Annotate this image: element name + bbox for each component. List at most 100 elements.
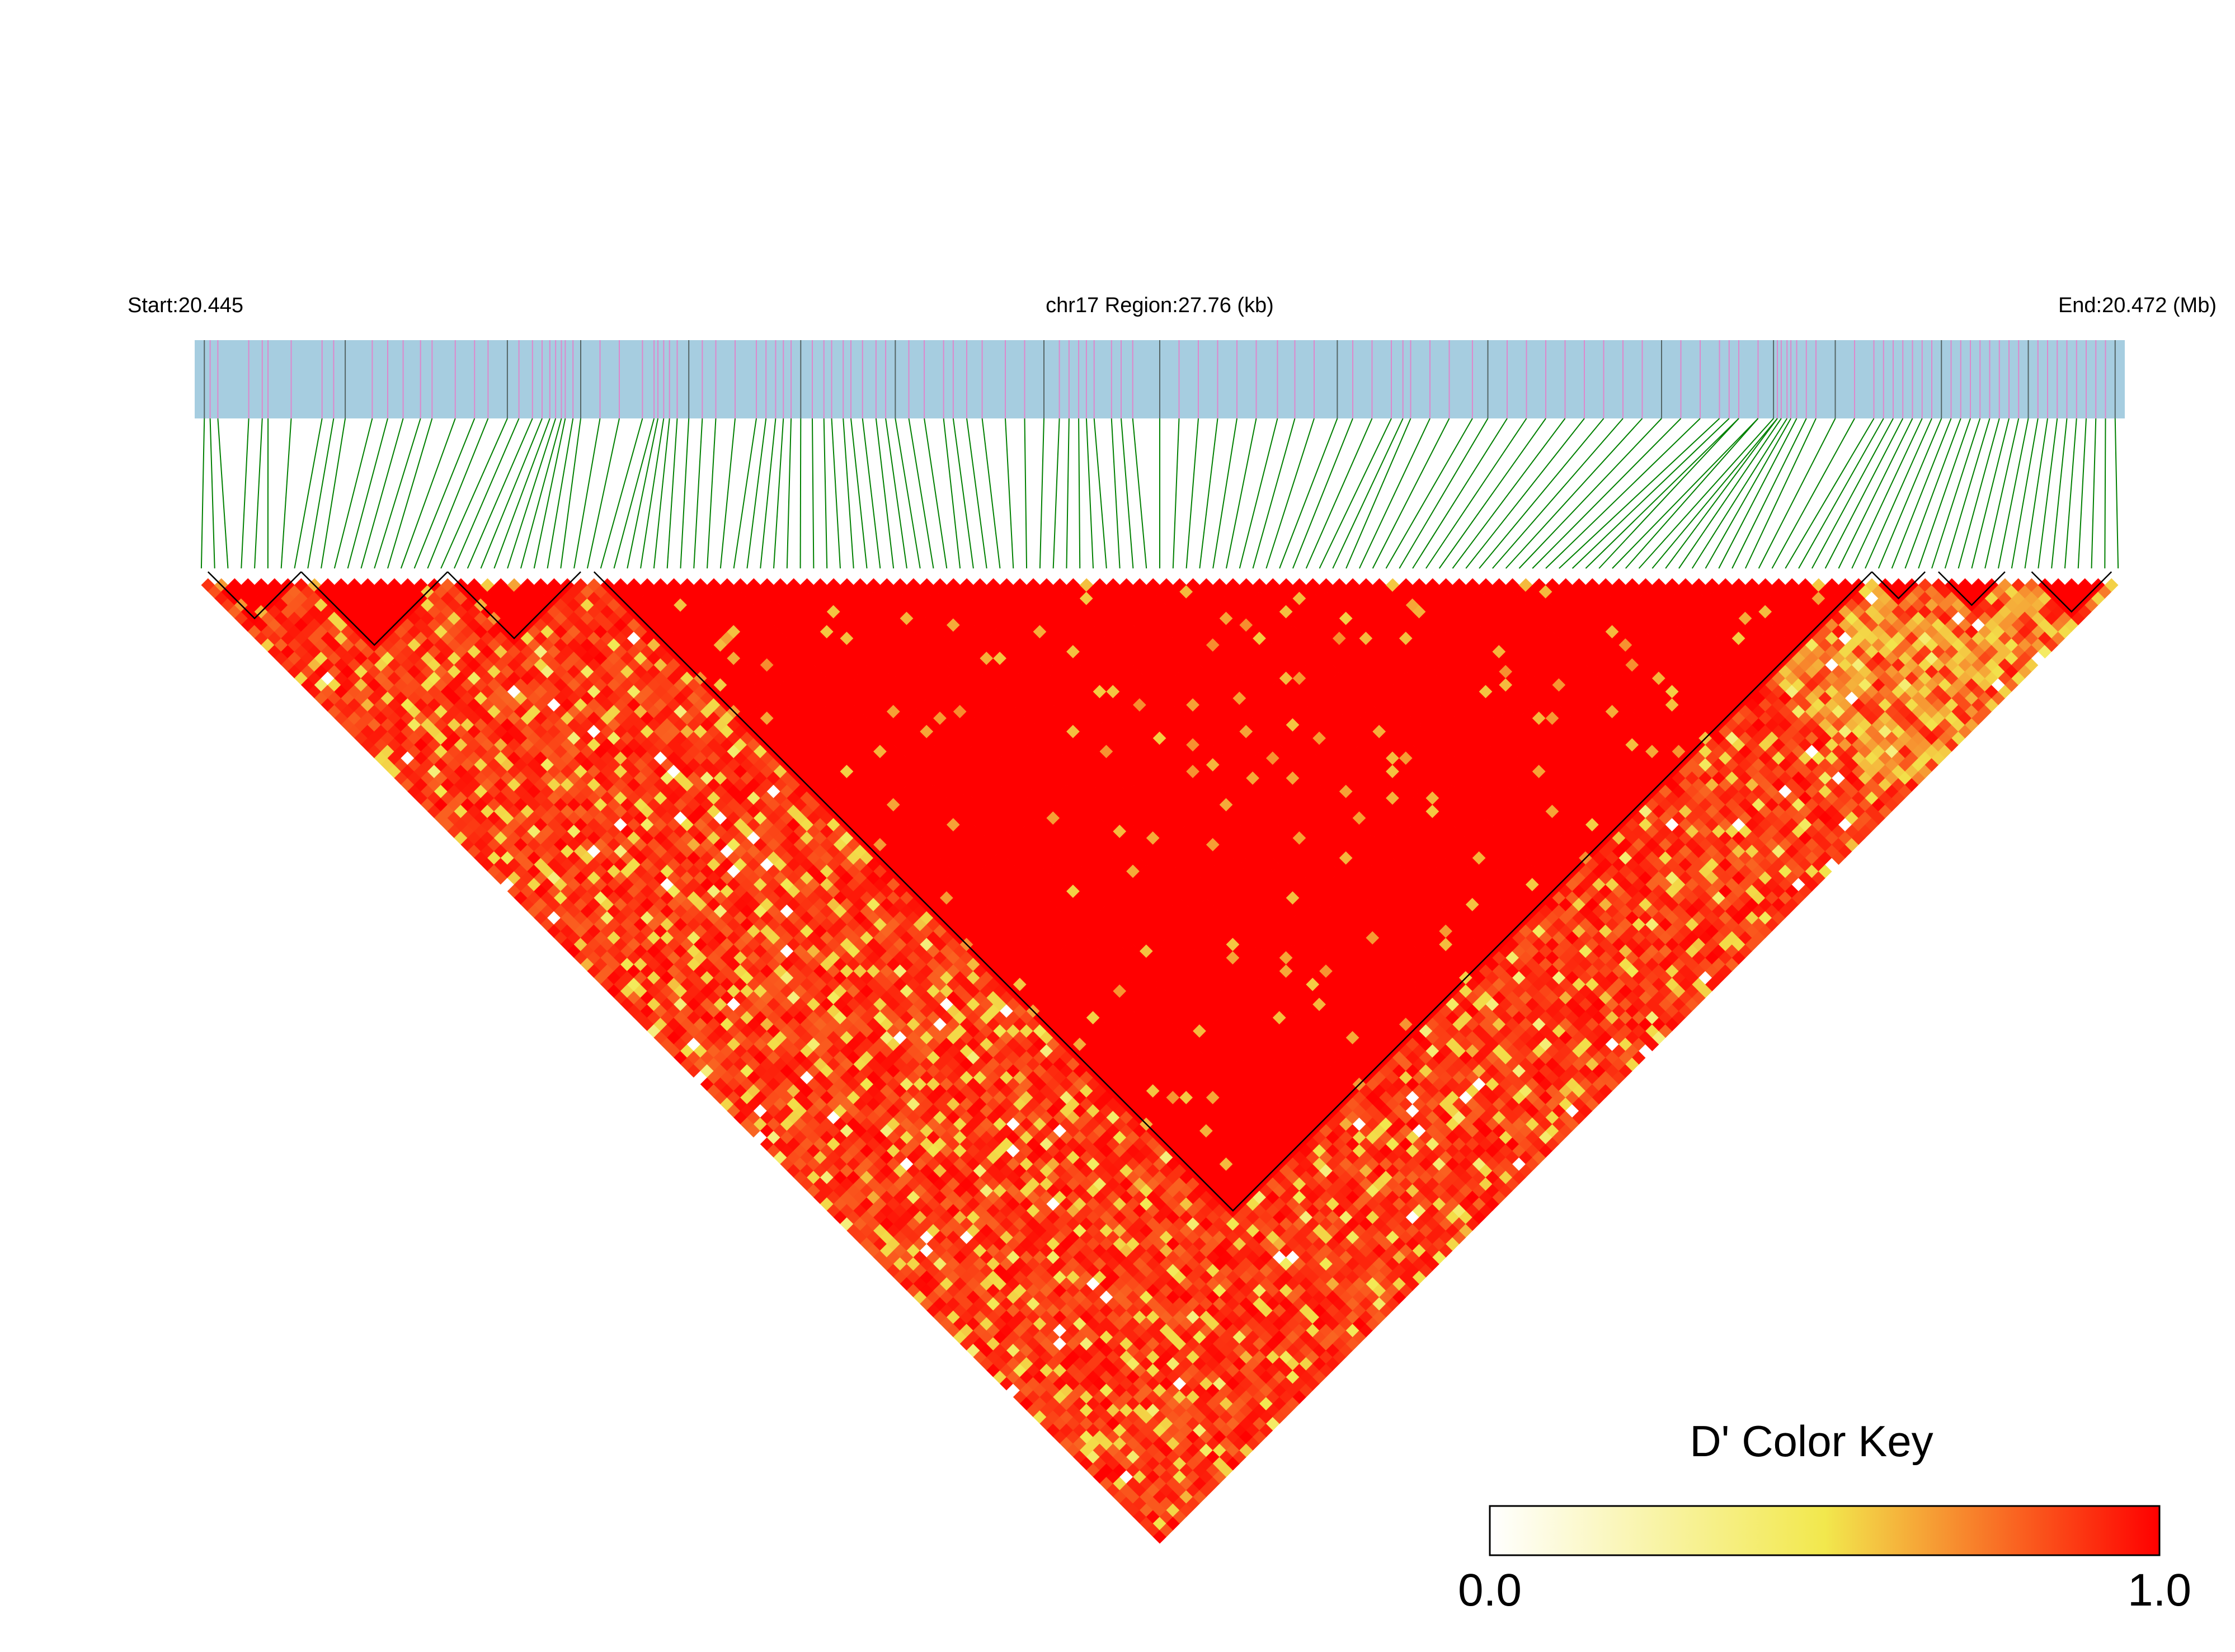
snp-connector	[733, 418, 757, 569]
snp-connector	[440, 418, 508, 569]
snp-connector	[613, 418, 655, 569]
snp-connector	[1984, 418, 2020, 569]
snp-connector	[1121, 418, 1134, 569]
snp-connector	[1239, 418, 1278, 569]
snp-connector	[1571, 418, 1730, 569]
snp-connector	[1705, 418, 1792, 569]
snp-connector	[1518, 418, 1662, 569]
snp-connector	[1085, 418, 1094, 569]
snp-connector	[1052, 418, 1060, 569]
snp-connector	[875, 418, 895, 569]
snp-connector	[560, 418, 581, 569]
snp-connector	[1319, 418, 1392, 569]
snp-connector	[1199, 418, 1218, 569]
snp-connector	[653, 418, 670, 569]
snp-connector	[1691, 418, 1788, 569]
snp-connector	[1399, 418, 1489, 569]
snp-connector	[1851, 418, 1923, 569]
snp-connector	[1225, 418, 1257, 569]
snp-connector	[693, 418, 703, 569]
snp-connector	[2077, 418, 2087, 569]
snp-connector	[454, 418, 520, 569]
ld-heatmap-cells	[201, 578, 2119, 1544]
snp-connector	[1412, 418, 1508, 569]
snp-connector	[952, 418, 974, 569]
snp-connector	[600, 418, 643, 569]
snp-connector	[1024, 418, 1028, 569]
snp-connector	[1625, 418, 1759, 569]
snp-connector	[294, 418, 323, 569]
snp-connector	[773, 418, 784, 569]
snp-connector	[1865, 418, 1932, 569]
snp-connector	[1585, 418, 1739, 569]
snp-connector	[413, 418, 476, 569]
snp-connector	[1039, 418, 1044, 569]
snp-connector	[493, 418, 550, 569]
snp-connector	[1798, 418, 1884, 569]
snp-connector	[1545, 418, 1701, 569]
snp-connector	[719, 418, 736, 569]
snp-connector	[1172, 418, 1180, 569]
snp-connector	[1665, 418, 1778, 569]
snp-connector	[1904, 418, 1961, 569]
snp-connector	[924, 418, 948, 569]
snp-connector	[241, 418, 250, 569]
region-size-label: chr17 Region:27.76 (kb)	[1046, 294, 1274, 317]
snp-connector	[2091, 418, 2097, 569]
snp-connector	[1532, 418, 1682, 569]
snp-connector	[1718, 418, 1798, 569]
snp-connector	[812, 418, 815, 569]
snp-connector	[843, 418, 854, 569]
snp-connector	[786, 418, 792, 569]
snp-connector	[2024, 418, 2048, 569]
snp-connector	[520, 418, 562, 569]
snp-connector	[1997, 418, 2029, 569]
snp-connector	[1279, 418, 1338, 569]
snp-connector	[1878, 418, 1942, 569]
snp-connector	[1212, 418, 1238, 569]
snp-connector	[1744, 418, 1817, 569]
snp-connector	[1078, 418, 1081, 569]
snp-connector	[680, 418, 690, 569]
snp-connector	[360, 418, 404, 569]
snp-connector	[307, 418, 335, 569]
snp-connector	[1638, 418, 1774, 569]
snp-connector	[254, 418, 263, 569]
snp-connector	[1612, 418, 1759, 569]
snp-connector	[1093, 418, 1107, 569]
snp-connector	[1824, 418, 1904, 569]
snp-connector	[1971, 418, 2010, 569]
snp-connector	[1785, 418, 1875, 569]
snp-connector	[1811, 418, 1894, 569]
snp-connector	[1505, 418, 1643, 569]
snp-connector	[1345, 418, 1411, 569]
snp-connector	[1385, 418, 1473, 569]
snp-connector	[823, 418, 828, 569]
snp-connector	[981, 418, 1001, 569]
snp-connector	[2114, 418, 2119, 569]
snp-connector	[640, 418, 665, 569]
snp-connector	[2011, 418, 2039, 569]
snp-connector	[209, 418, 215, 569]
snp-connector	[627, 418, 658, 569]
snp-connector	[217, 418, 229, 569]
snp-connector	[1891, 418, 1952, 569]
snp-connector	[1598, 418, 1739, 569]
snp-connector	[547, 418, 574, 569]
snp-connector	[2038, 418, 2058, 569]
snp-connector	[1758, 418, 1836, 569]
snp-connector	[1651, 418, 1778, 569]
snp-connector	[1771, 418, 1855, 569]
snp-connector	[1944, 418, 1991, 569]
snp-connector	[2051, 418, 2068, 569]
snp-position-ticks	[204, 340, 2116, 418]
snp-connector	[831, 418, 841, 569]
snp-connector	[885, 418, 907, 569]
snp-connector	[200, 418, 205, 569]
snp-connector	[347, 418, 388, 569]
snp-connector	[895, 418, 921, 569]
snp-connector	[1111, 418, 1121, 569]
snp-connector-lines	[200, 418, 2119, 569]
snp-connector	[2064, 418, 2077, 569]
snp-connector	[427, 418, 489, 569]
